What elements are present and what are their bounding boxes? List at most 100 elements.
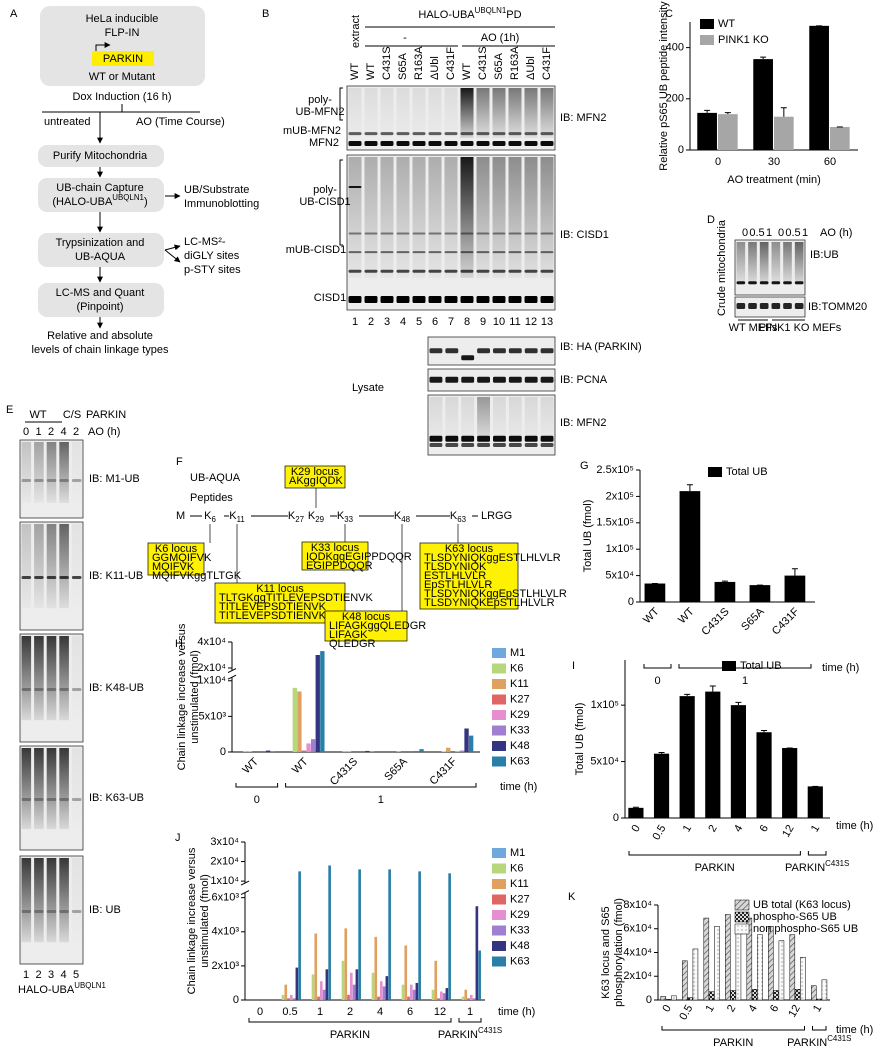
blot-smear — [34, 748, 44, 830]
locus-box — [324, 610, 408, 642]
blot-smear — [71, 636, 82, 721]
label: AO (h) — [820, 227, 852, 239]
lane-number: 7 — [448, 316, 454, 328]
blot-band — [34, 688, 44, 691]
blot-band — [477, 435, 490, 442]
error-bar — [780, 107, 787, 117]
blot-band — [476, 269, 490, 273]
label: untreated — [44, 116, 90, 128]
bar — [472, 998, 476, 1000]
bar — [730, 990, 736, 1001]
time-label: 0 — [742, 227, 748, 239]
bar — [653, 753, 670, 818]
blot-band — [348, 141, 362, 147]
group-label: PARKIN — [695, 862, 735, 874]
y-tick-label: 200 — [666, 93, 684, 105]
reagent-label-part: UBQLN1 — [74, 981, 106, 990]
bar — [470, 994, 473, 1000]
reagent-label-part: HALO-UBA — [18, 984, 75, 996]
blot-label: IB: PCNA — [560, 374, 608, 386]
x-tick-label: C431S — [328, 756, 360, 788]
x-tick-label: WT — [641, 605, 662, 626]
time-label: 1 — [35, 426, 41, 438]
bar — [448, 873, 451, 1000]
blot-band — [34, 798, 44, 801]
blot-smear — [21, 636, 32, 721]
x-tick-label: C431F — [428, 756, 460, 788]
blot-band — [364, 232, 378, 235]
blot-band — [348, 232, 362, 235]
peptide: QLEDGR — [329, 638, 376, 650]
bar — [445, 988, 449, 1000]
locus-box — [147, 542, 205, 576]
bar — [292, 687, 297, 752]
legend-swatch — [492, 741, 506, 751]
axis-break — [240, 890, 250, 896]
bar — [412, 989, 416, 1000]
y-tick-label: 4x10⁴ — [197, 636, 226, 648]
x-tick-label: 4 — [732, 823, 745, 834]
blot-band — [412, 251, 426, 254]
blot-smear — [396, 88, 410, 138]
blot-label: IB: CISD1 — [560, 229, 609, 241]
bar — [407, 996, 410, 1000]
blot-smear — [444, 88, 458, 138]
label: LRGG — [481, 510, 512, 522]
legend-swatch — [492, 848, 506, 858]
bar — [298, 871, 301, 1000]
blot-band — [492, 232, 506, 235]
site: K27 — [288, 510, 304, 524]
blot-smear — [71, 748, 82, 830]
blot-label: IB: M1-UB — [89, 473, 140, 485]
label: p-STY sites — [184, 264, 241, 276]
blot-band — [461, 376, 475, 383]
label: LC-MS²- — [184, 236, 226, 248]
error-bar — [709, 685, 716, 692]
blot-band — [524, 443, 538, 447]
label: WT — [29, 409, 46, 421]
site-gap — [308, 508, 330, 524]
x-tick-label: S65A — [382, 755, 410, 783]
blot-band — [508, 376, 522, 383]
blot-band — [492, 269, 506, 273]
lane-number: 4 — [400, 316, 406, 328]
blot-band — [21, 479, 32, 482]
legend-label: K63 — [510, 955, 530, 967]
bar — [434, 960, 438, 1000]
panel-letter: B — [262, 8, 269, 20]
legend-label: K33 — [510, 724, 530, 736]
blot-band — [476, 141, 490, 147]
bar — [247, 751, 252, 752]
y-tick-label: 8x10⁴ — [623, 899, 652, 911]
blot-smear — [508, 157, 522, 278]
x-tick-label: 12 — [786, 1003, 803, 1020]
blot-smear — [71, 524, 82, 609]
blot-smear — [396, 157, 410, 278]
label: Dox Induction (16 h) — [72, 91, 171, 103]
legend-label: K29 — [510, 909, 530, 921]
legend-label: WT — [718, 18, 735, 30]
bar — [415, 982, 419, 1000]
site: K48 — [394, 510, 411, 524]
blot-band — [59, 479, 69, 482]
blot-band — [540, 376, 554, 383]
legend-label: K48 — [510, 740, 530, 752]
error-bar — [760, 56, 767, 60]
bar — [325, 969, 329, 1000]
bar — [811, 985, 817, 1001]
blot-smear — [380, 157, 394, 278]
blot-smear — [771, 242, 781, 285]
blot-band — [477, 376, 490, 383]
blot-band — [364, 296, 378, 304]
blot-band — [396, 269, 410, 273]
lane-number: 2 — [35, 969, 41, 981]
bar — [807, 786, 823, 818]
blot-header: HALO-UBAUBQLN1PD — [418, 6, 521, 21]
legend-swatch — [734, 911, 750, 923]
bar — [705, 691, 721, 818]
x-tick-label: 2 — [706, 823, 719, 834]
peptide: LIFAGKggQLEDGR — [329, 620, 426, 632]
blot-smear — [46, 442, 57, 503]
axis-break — [227, 668, 237, 674]
bar — [385, 976, 389, 1000]
